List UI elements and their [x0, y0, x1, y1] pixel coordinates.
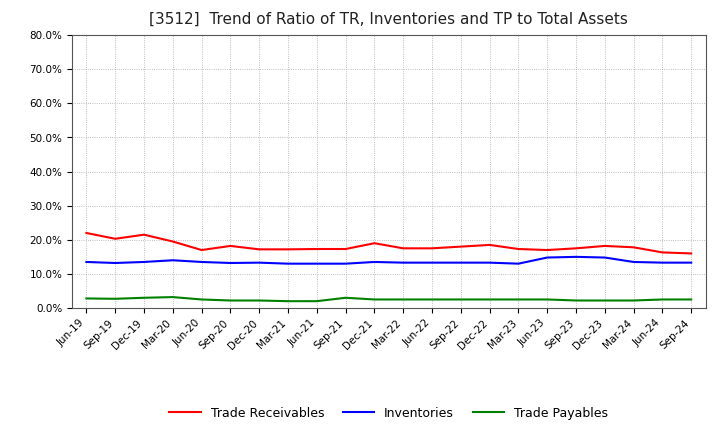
Trade Receivables	[255, 247, 264, 252]
Trade Payables	[485, 297, 494, 302]
Trade Receivables	[111, 236, 120, 242]
Trade Payables	[514, 297, 523, 302]
Inventories	[226, 260, 235, 266]
Trade Payables	[370, 297, 379, 302]
Trade Receivables	[82, 230, 91, 235]
Trade Payables	[658, 297, 667, 302]
Inventories	[284, 261, 292, 266]
Trade Receivables	[197, 247, 206, 253]
Inventories	[658, 260, 667, 265]
Trade Receivables	[658, 250, 667, 255]
Trade Receivables	[284, 247, 292, 252]
Inventories	[111, 260, 120, 266]
Trade Payables	[629, 298, 638, 303]
Inventories	[456, 260, 465, 265]
Inventories	[687, 260, 696, 265]
Trade Payables	[255, 298, 264, 303]
Trade Payables	[140, 295, 148, 301]
Inventories	[140, 259, 148, 264]
Trade Payables	[197, 297, 206, 302]
Trade Receivables	[543, 247, 552, 253]
Inventories	[629, 259, 638, 264]
Inventories	[600, 255, 609, 260]
Trade Payables	[284, 299, 292, 304]
Inventories	[255, 260, 264, 265]
Inventories	[428, 260, 436, 265]
Trade Receivables	[687, 251, 696, 256]
Trade Payables	[312, 299, 321, 304]
Inventories	[82, 259, 91, 264]
Trade Receivables	[168, 239, 177, 244]
Trade Receivables	[341, 246, 350, 252]
Trade Payables	[543, 297, 552, 302]
Trade Receivables	[140, 232, 148, 237]
Trade Receivables	[428, 246, 436, 251]
Trade Receivables	[600, 243, 609, 249]
Trade Receivables	[399, 246, 408, 251]
Inventories	[543, 255, 552, 260]
Trade Receivables	[629, 245, 638, 250]
Inventories	[514, 261, 523, 266]
Trade Payables	[341, 295, 350, 301]
Trade Payables	[456, 297, 465, 302]
Trade Receivables	[370, 241, 379, 246]
Trade Payables	[428, 297, 436, 302]
Line: Trade Receivables: Trade Receivables	[86, 233, 691, 253]
Trade Receivables	[572, 246, 580, 251]
Trade Receivables	[456, 244, 465, 249]
Line: Inventories: Inventories	[86, 257, 691, 264]
Trade Payables	[572, 298, 580, 303]
Trade Payables	[111, 296, 120, 301]
Inventories	[312, 261, 321, 266]
Trade Payables	[600, 298, 609, 303]
Inventories	[370, 259, 379, 264]
Line: Trade Payables: Trade Payables	[86, 297, 691, 301]
Inventories	[572, 254, 580, 260]
Inventories	[168, 258, 177, 263]
Legend: Trade Receivables, Inventories, Trade Payables: Trade Receivables, Inventories, Trade Pa…	[164, 402, 613, 425]
Inventories	[485, 260, 494, 265]
Title: [3512]  Trend of Ratio of TR, Inventories and TP to Total Assets: [3512] Trend of Ratio of TR, Inventories…	[149, 12, 629, 27]
Inventories	[341, 261, 350, 266]
Trade Payables	[168, 294, 177, 300]
Trade Payables	[399, 297, 408, 302]
Trade Payables	[687, 297, 696, 302]
Inventories	[399, 260, 408, 265]
Inventories	[197, 259, 206, 264]
Trade Receivables	[485, 242, 494, 248]
Trade Payables	[226, 298, 235, 303]
Trade Receivables	[226, 243, 235, 249]
Trade Payables	[82, 296, 91, 301]
Trade Receivables	[312, 246, 321, 252]
Trade Receivables	[514, 246, 523, 252]
